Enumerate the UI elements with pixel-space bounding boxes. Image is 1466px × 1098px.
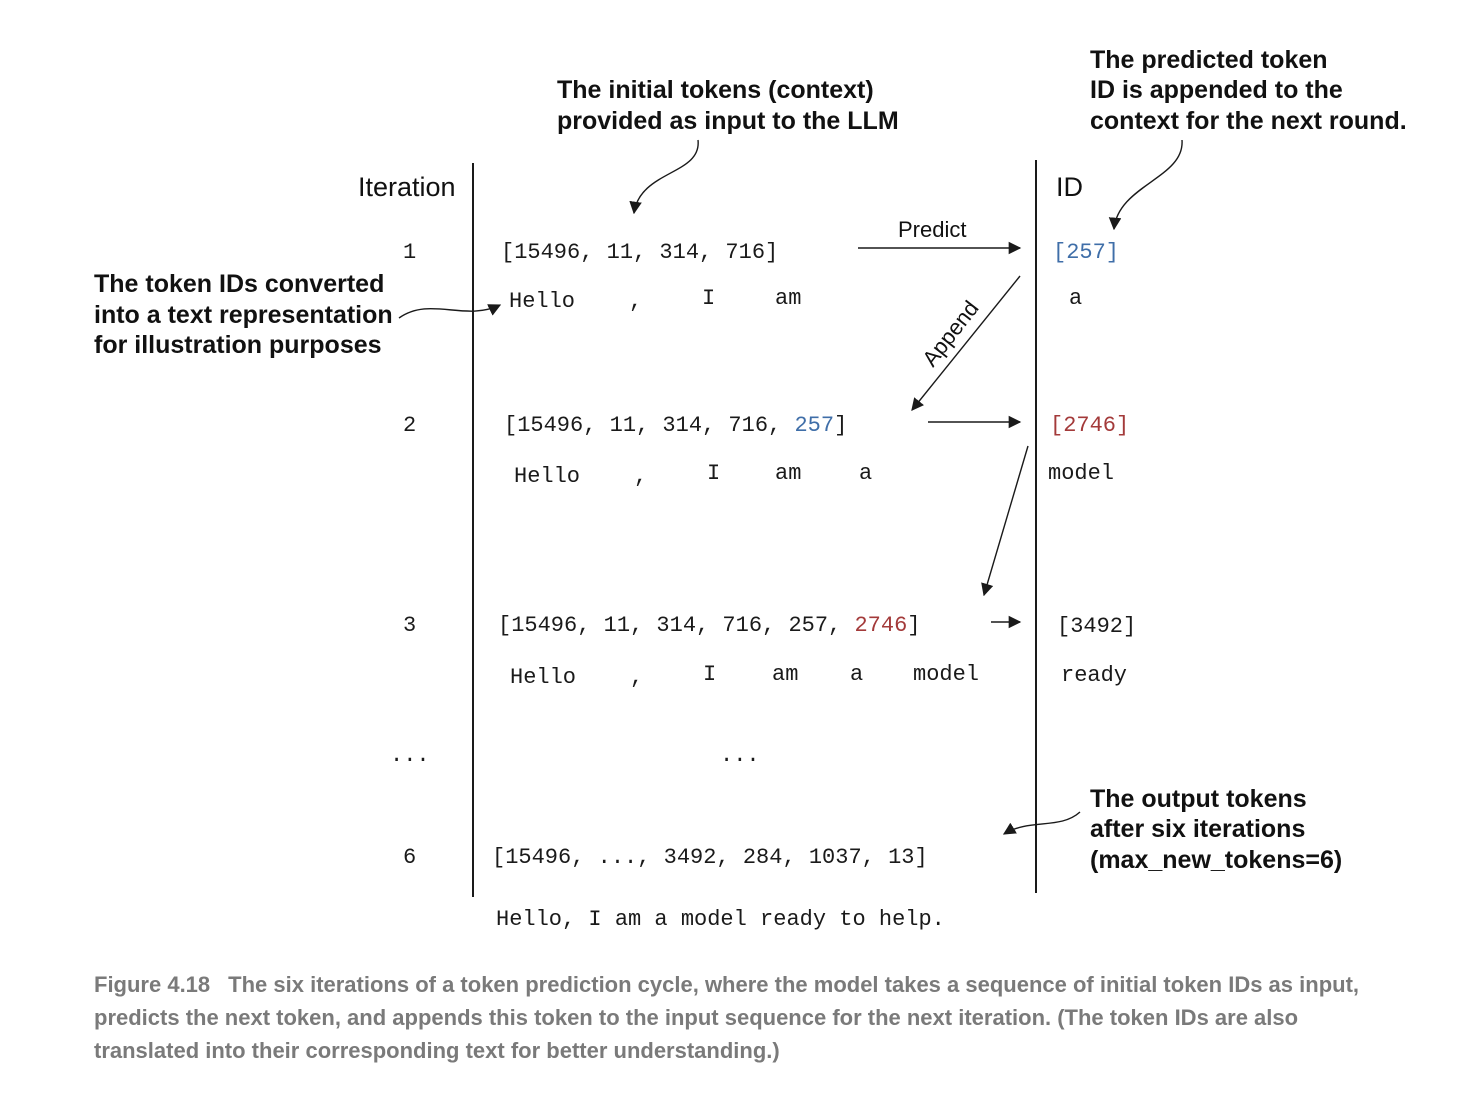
caption-text: The six iterations of a token prediction… <box>94 972 1360 1063</box>
append-arrow <box>981 445 1029 597</box>
sequence-ellipsis: ... <box>720 743 760 768</box>
callout-line: provided as input to the LLM <box>557 107 899 135</box>
callout-output-tokens: The output tokens after six iterations (… <box>1002 785 1342 874</box>
callout-pointer <box>398 304 502 319</box>
figure-caption: Figure 4.18 The six iterations of a token… <box>94 968 1394 1067</box>
callout-line: (max_new_tokens=6) <box>1090 846 1342 874</box>
iteration-number: 2 <box>403 413 416 438</box>
iteration-number: 1 <box>403 240 416 265</box>
token-word: am <box>772 662 798 687</box>
callout-line: after six iterations <box>1090 815 1305 843</box>
token-word: Hello <box>514 464 580 489</box>
predicted-token-word: a <box>1069 286 1082 311</box>
final-text-output: Hello, I am a model ready to help. <box>496 907 945 932</box>
token-word: Hello <box>509 289 575 314</box>
predicted-token-word: model <box>1048 461 1114 486</box>
token-word: , <box>630 665 643 690</box>
callout-initial-tokens: The initial tokens (context) provided as… <box>557 76 899 215</box>
token-word: I <box>707 461 720 486</box>
token-id-list: [15496, 11, 314, 716, 257, 2746] <box>498 613 920 638</box>
predicted-token-id: [257] <box>1053 240 1119 265</box>
predicted-token-id: [3492] <box>1057 614 1136 639</box>
callout-text-representation: The token IDs converted into a text repr… <box>94 270 502 359</box>
predict-label: Predict <box>898 217 966 242</box>
callout-line: ID is appended to the <box>1090 76 1343 104</box>
token-prediction-diagram: Iteration ID 1 [15496, 11, 314, 716] Hel… <box>94 46 1407 932</box>
token-word: , <box>634 464 647 489</box>
callout-pointer <box>629 139 699 215</box>
callout-predicted-token: The predicted token ID is appended to th… <box>1090 46 1407 231</box>
iteration-ellipsis: ... <box>390 743 430 768</box>
token-word: I <box>702 286 715 311</box>
token-word: model <box>913 662 979 687</box>
callout-pointer <box>1108 139 1183 231</box>
callout-line: into a text representation <box>94 301 393 329</box>
token-word: a <box>850 662 863 687</box>
callout-line: for illustration purposes <box>94 331 382 359</box>
callout-line: context for the next round. <box>1090 107 1407 135</box>
callout-line: The token IDs converted <box>94 270 384 298</box>
figure-number: Figure 4.18 <box>94 972 211 997</box>
append-arrow <box>911 275 1021 411</box>
predicted-token-word: ready <box>1061 663 1127 688</box>
token-word: Hello <box>510 665 576 690</box>
token-word: am <box>775 461 801 486</box>
token-word: am <box>775 286 801 311</box>
token-word: , <box>629 289 642 314</box>
callout-line: The predicted token <box>1090 46 1328 74</box>
callout-line: The initial tokens (context) <box>557 76 874 104</box>
predicted-token-id: [2746] <box>1050 413 1129 438</box>
token-id-list: [15496, 11, 314, 716] <box>501 240 778 265</box>
iteration-number: 6 <box>403 845 416 870</box>
callout-line: The output tokens <box>1090 785 1307 813</box>
iteration-header: Iteration <box>358 172 456 202</box>
iteration-number: 3 <box>403 613 416 638</box>
token-word: I <box>703 662 716 687</box>
token-id-list: [15496, 11, 314, 716, 257] <box>504 413 847 438</box>
token-id-list: [15496, ..., 3492, 284, 1037, 13] <box>492 845 928 870</box>
callout-pointer <box>1002 811 1081 835</box>
token-word: a <box>859 461 872 486</box>
id-header: ID <box>1056 172 1083 202</box>
